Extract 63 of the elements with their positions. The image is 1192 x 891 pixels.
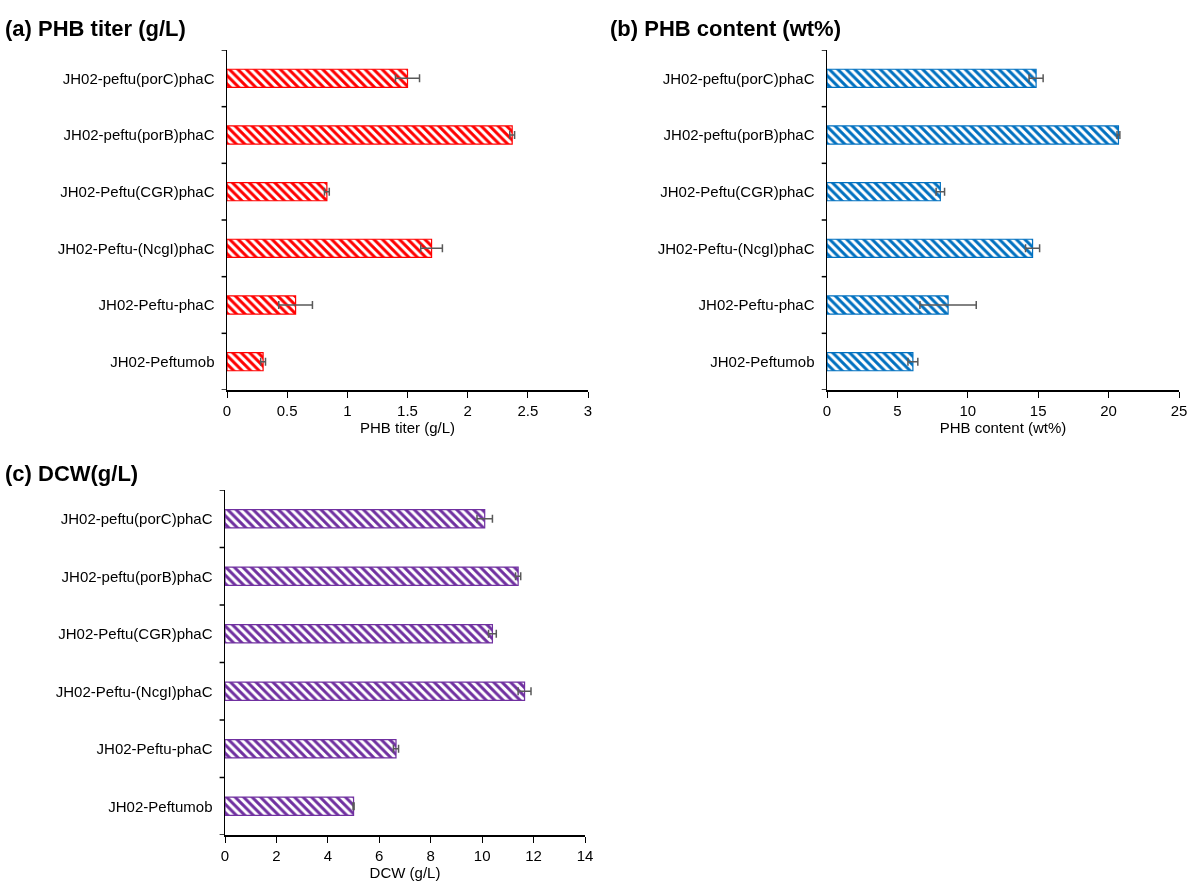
x-tick-label: 0 xyxy=(220,846,230,864)
bar xyxy=(827,125,1120,145)
y-tick-label: JH02-Peftu-(NcgI)phaC xyxy=(657,239,815,257)
x-tick-label: 2 xyxy=(463,401,472,419)
bar xyxy=(227,182,328,202)
bar xyxy=(227,295,297,315)
bar xyxy=(227,352,264,372)
x-tick-label: 15 xyxy=(1029,401,1047,419)
x-tick-label: 3 xyxy=(583,401,593,419)
bar xyxy=(225,566,519,587)
bar xyxy=(827,182,941,202)
bar xyxy=(227,68,409,88)
x-tick-label: 2 xyxy=(272,846,281,864)
y-tick-label: JH02-Peftu-phaC xyxy=(98,296,215,314)
x-tick-label: 10 xyxy=(959,401,977,419)
bar xyxy=(827,295,949,315)
x-tick-label: 8 xyxy=(426,846,435,864)
x-tick-label: 20 xyxy=(1100,401,1117,419)
y-tick-label: JH02-peftu(porC)phaC xyxy=(62,69,215,87)
bar xyxy=(225,681,526,702)
x-axis-title: PHB titer (g/L) xyxy=(359,418,456,436)
y-tick-label: JH02-peftu(porB)phaC xyxy=(663,126,815,144)
bar xyxy=(827,352,914,372)
x-tick-label: 4 xyxy=(323,846,333,864)
y-tick-label: JH02-Peftu-(NcgI)phaC xyxy=(55,682,213,700)
y-tick-label: JH02-peftu(porC)phaC xyxy=(60,510,213,527)
x-tick-label: 10 xyxy=(473,846,491,864)
y-tick-label: JH02-Peftu-phaC xyxy=(698,296,815,314)
y-tick-label: JH02-Peftumob xyxy=(110,352,215,370)
bar xyxy=(225,796,355,817)
x-axis-title: DCW (g/L) xyxy=(369,863,441,881)
bar xyxy=(227,125,513,145)
y-tick-label: JH02-Peftu-phaC xyxy=(96,740,213,757)
x-tick-label: 14 xyxy=(576,846,594,864)
bar xyxy=(225,508,486,529)
y-tick-label: JH02-peftu(porB)phaC xyxy=(63,126,215,144)
bar xyxy=(827,238,1034,258)
x-tick-label: 6 xyxy=(375,846,384,864)
x-tick-label: 1.5 xyxy=(397,401,418,419)
chart-title: (c) DCW(g/L) xyxy=(5,460,139,486)
x-tick-label: 5 xyxy=(893,401,902,419)
x-tick-label: 0 xyxy=(222,401,232,419)
y-tick-label: JH02-Peftumob xyxy=(108,797,213,815)
x-tick-label: 1 xyxy=(343,401,352,419)
x-tick-label: 12 xyxy=(525,846,542,864)
y-tick-label: JH02-Peftumob xyxy=(710,352,815,370)
x-tick-label: 0 xyxy=(822,401,832,419)
bar xyxy=(225,623,494,644)
chart-title: (a) PHB titer (g/L) xyxy=(5,15,186,41)
x-tick-label: 25 xyxy=(1170,401,1188,419)
y-tick-label: JH02-Peftu(CGR)phaC xyxy=(58,625,213,642)
y-tick-label: JH02-peftu(porB)phaC xyxy=(61,567,213,585)
chart-title: (b) PHB content (wt%) xyxy=(610,15,841,41)
x-tick-label: 0.5 xyxy=(276,401,298,419)
y-tick-label: JH02-Peftu(CGR)phaC xyxy=(60,182,215,200)
y-tick-label: JH02-Peftu-(NcgI)phaC xyxy=(57,239,215,257)
x-axis-title: PHB content (wt%) xyxy=(939,418,1067,436)
x-tick-label: 2.5 xyxy=(517,401,539,419)
y-tick-label: JH02-peftu(porC)phaC xyxy=(662,69,815,87)
y-tick-label: JH02-Peftu(CGR)phaC xyxy=(660,182,815,200)
bar xyxy=(225,738,397,759)
bar xyxy=(827,68,1037,88)
bar xyxy=(227,238,433,258)
